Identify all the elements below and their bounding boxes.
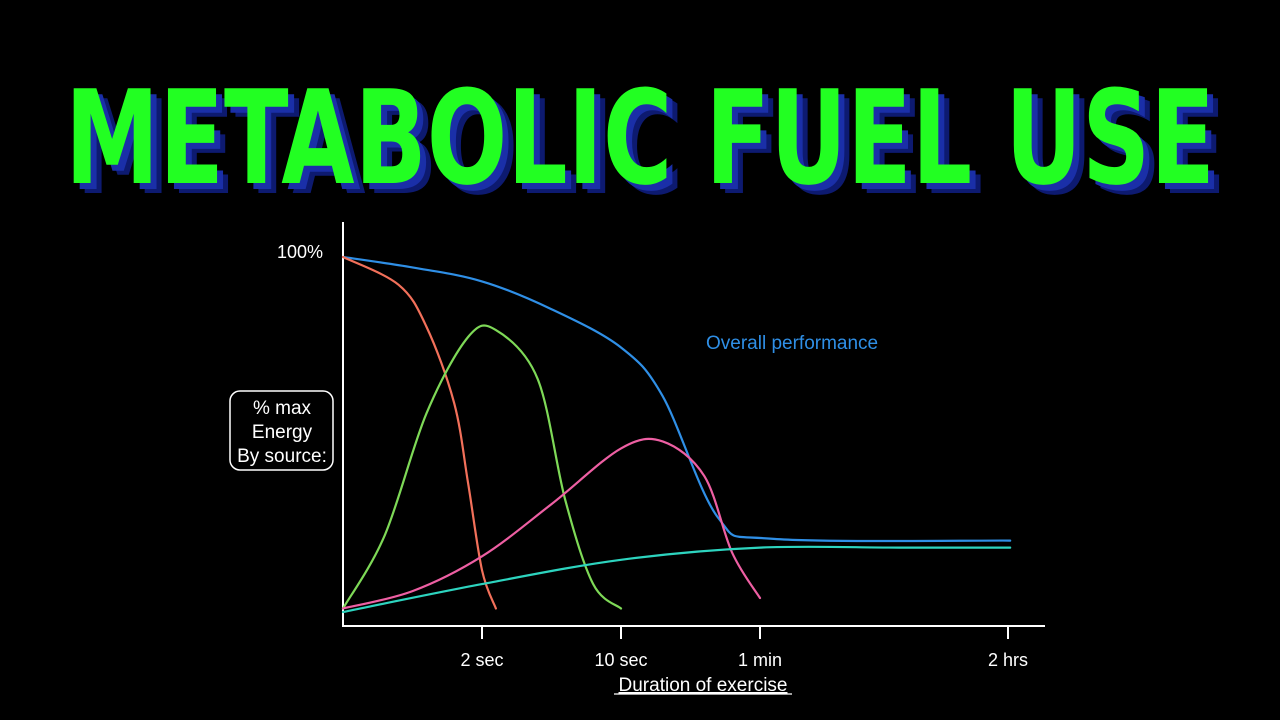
x-tick-label-2: 1 min [738,650,782,670]
y-axis-label-line-2: Energy [252,422,313,443]
title-shadow-1: METABOLIC FUEL USE [71,68,1221,220]
series-line-2 [341,324,623,610]
axes: 2 sec 10 sec 1 min 2 hrs [342,222,1045,670]
x-tick-label-3: 2 hrs [988,650,1028,670]
overall-performance-annotation: Overall performance [706,333,878,354]
y-label-border [229,390,334,471]
chart-title: METABOLIC FUEL USE [65,62,1215,214]
series-layer [341,255,1012,614]
x-tick-label-1: 10 sec [594,650,647,670]
title-group: METABOLIC FUEL USE METABOLIC FUEL USE ME… [65,62,1226,224]
y-axis-label-line-1: % max [253,398,312,419]
series-line-3 [341,437,762,610]
series-line-1 [341,255,497,610]
x-tick-label-0: 2 sec [460,650,503,670]
y-tick-label-100: 100% [277,242,323,262]
x-axis-label: Duration of exercise [619,675,788,696]
title-shadow-2: METABOLIC FUEL USE [76,72,1226,224]
y-axis-label-line-3: By source: [237,446,327,467]
x-ticks: 2 sec 10 sec 1 min 2 hrs [460,626,1028,670]
series-line-0 [341,255,1012,543]
y-axis-label-box: % max Energy By source: [229,390,334,471]
series-line-4 [341,545,1012,614]
